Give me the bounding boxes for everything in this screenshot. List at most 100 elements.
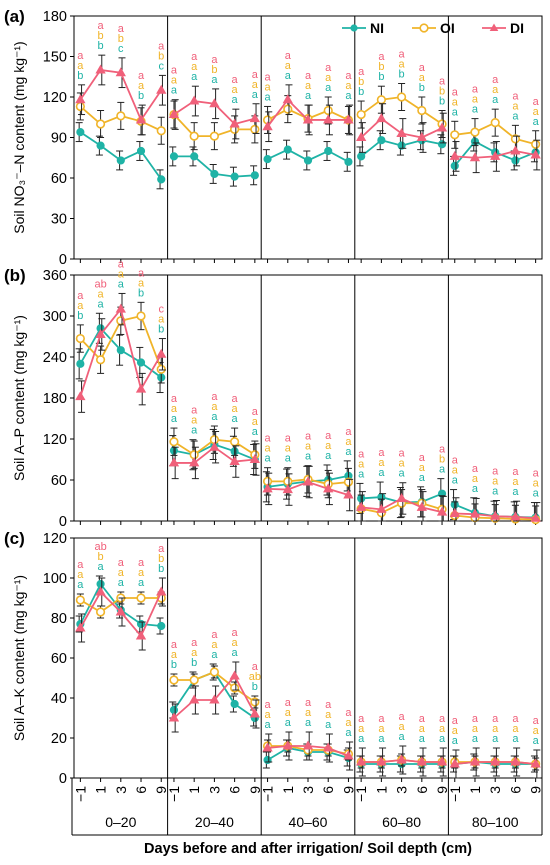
- sig-letter-di: a: [191, 51, 198, 63]
- data-point-di: [302, 476, 314, 486]
- data-point-di: [189, 95, 200, 105]
- data-point-di: [95, 328, 106, 338]
- data-point-oi: [169, 437, 179, 447]
- sig-letter-ni: a: [378, 467, 385, 479]
- x-day-label: 3: [394, 786, 410, 794]
- sig-letter-di: a: [399, 49, 406, 61]
- sig-letter-ni: a: [533, 735, 540, 747]
- sig-letter-ni: b: [158, 324, 164, 336]
- sig-letter-oi: a: [264, 709, 271, 721]
- x-day-label: 9: [434, 786, 450, 794]
- data-point-di: [396, 127, 407, 137]
- x-axis-category-table: −1 1 3 6 90–20−1 1 3 6 920–40−1 1 3 6 940–60−1 1 3 6 960…: [71, 778, 544, 857]
- x-day-label: 3: [113, 786, 129, 794]
- sig-letter-ni: a: [211, 74, 218, 86]
- sig-letter-oi: a: [419, 723, 426, 735]
- data-point-di: [323, 742, 334, 752]
- sig-letter-ni: a: [325, 719, 332, 731]
- data-point-oi: [531, 139, 541, 149]
- data-point-di: [355, 501, 367, 511]
- y-tick-label: 0: [59, 771, 67, 787]
- sig-letter-ni: a: [171, 85, 178, 97]
- data-point-oi: [169, 675, 179, 685]
- sig-letter-oi: b: [158, 553, 164, 565]
- sig-letter-oi: a: [285, 443, 292, 455]
- x-day-label: 1: [373, 786, 389, 794]
- sig-letter-di: a: [77, 559, 84, 571]
- data-point-ni: [303, 156, 313, 165]
- data-point-di: [530, 758, 541, 768]
- x-day-label: 3: [487, 786, 503, 794]
- sig-letter-oi: a: [138, 277, 145, 289]
- data-point-oi: [230, 437, 240, 447]
- data-point-oi: [323, 105, 333, 116]
- data-point-oi: [95, 607, 106, 617]
- sig-letter-di: a: [452, 715, 459, 727]
- x-day-label: 9: [247, 786, 263, 794]
- sig-letter-di: a: [399, 711, 406, 723]
- data-point-oi: [376, 95, 386, 105]
- x-day-label: 1: [467, 786, 483, 794]
- sig-letter-di: a: [252, 661, 259, 673]
- data-point-oi: [283, 104, 293, 114]
- sig-letter-oi: a: [118, 567, 125, 579]
- sig-letter-di: a: [439, 76, 446, 88]
- data-point-oi: [230, 683, 240, 693]
- data-point-oi: [95, 119, 106, 129]
- sig-letter-di: a: [171, 639, 178, 651]
- sig-letter-ni: c: [118, 43, 124, 55]
- sig-letter-di: a: [345, 70, 352, 82]
- sig-letter-di: a: [439, 444, 446, 456]
- legend-label-oi: OI: [440, 20, 455, 36]
- data-point-ni: [136, 619, 146, 629]
- x-depth-label: 20–40: [195, 814, 234, 830]
- sig-letter-ni: c: [158, 60, 164, 72]
- data-point-ni: [263, 155, 272, 164]
- y-tick-label: 90: [51, 131, 67, 147]
- x-day-label: 3: [206, 786, 222, 794]
- sig-letter-ni: a: [492, 733, 499, 745]
- sig-letter-oi: a: [472, 473, 479, 485]
- sig-letter-di: a: [171, 65, 178, 77]
- sig-letter-oi: a: [325, 709, 332, 721]
- series-di: [75, 292, 541, 522]
- y-tick-label: 300: [43, 309, 67, 325]
- data-point-ni: [511, 156, 520, 165]
- sig-letter-ni: a: [358, 468, 365, 480]
- data-point-di: [490, 510, 501, 520]
- sig-letter-oi: a: [252, 416, 259, 428]
- sig-letter-di: a: [358, 713, 365, 725]
- sig-letter-oi: a: [345, 717, 352, 729]
- sig-letter-oi: a: [452, 96, 459, 108]
- sig-letter-oi: a: [171, 649, 178, 661]
- sig-letter-di: a: [171, 393, 178, 405]
- sig-letter-ni: a: [118, 577, 125, 589]
- data-point-di: [396, 754, 407, 764]
- sig-letter-oi: a: [211, 401, 218, 413]
- x-day-label: 1: [280, 786, 296, 794]
- data-point-di: [396, 492, 407, 502]
- sig-letter-di: ab: [94, 541, 106, 553]
- sig-letter-ni: b: [77, 70, 83, 82]
- sig-letter-di: a: [378, 713, 385, 725]
- sig-letter-ni: a: [325, 82, 332, 94]
- sig-letter-oi: a: [264, 443, 271, 455]
- data-point-di: [168, 109, 180, 119]
- sig-letter-di: a: [232, 74, 239, 86]
- data-point-ni: [210, 169, 219, 179]
- sig-letter-oi: b: [158, 50, 164, 62]
- sig-letter-ni: a: [305, 90, 312, 102]
- x-day-label: 1: [93, 786, 109, 794]
- x-depth-label: 80–100: [472, 814, 519, 830]
- data-point-oi: [356, 109, 366, 120]
- sig-letter-oi: a: [305, 707, 312, 719]
- sig-letter-oi: a: [492, 476, 499, 488]
- data-point-ni: [76, 359, 85, 368]
- sig-letter-ni: a: [325, 450, 332, 462]
- y-tick-label: 180: [43, 391, 67, 407]
- sig-letter-di: a: [252, 69, 259, 81]
- data-point-di: [510, 145, 521, 155]
- data-point-ni: [437, 140, 447, 149]
- y-axis-label: Soil A–K content (mg kg⁻¹): [11, 575, 27, 741]
- sig-letter-oi: a: [533, 478, 540, 490]
